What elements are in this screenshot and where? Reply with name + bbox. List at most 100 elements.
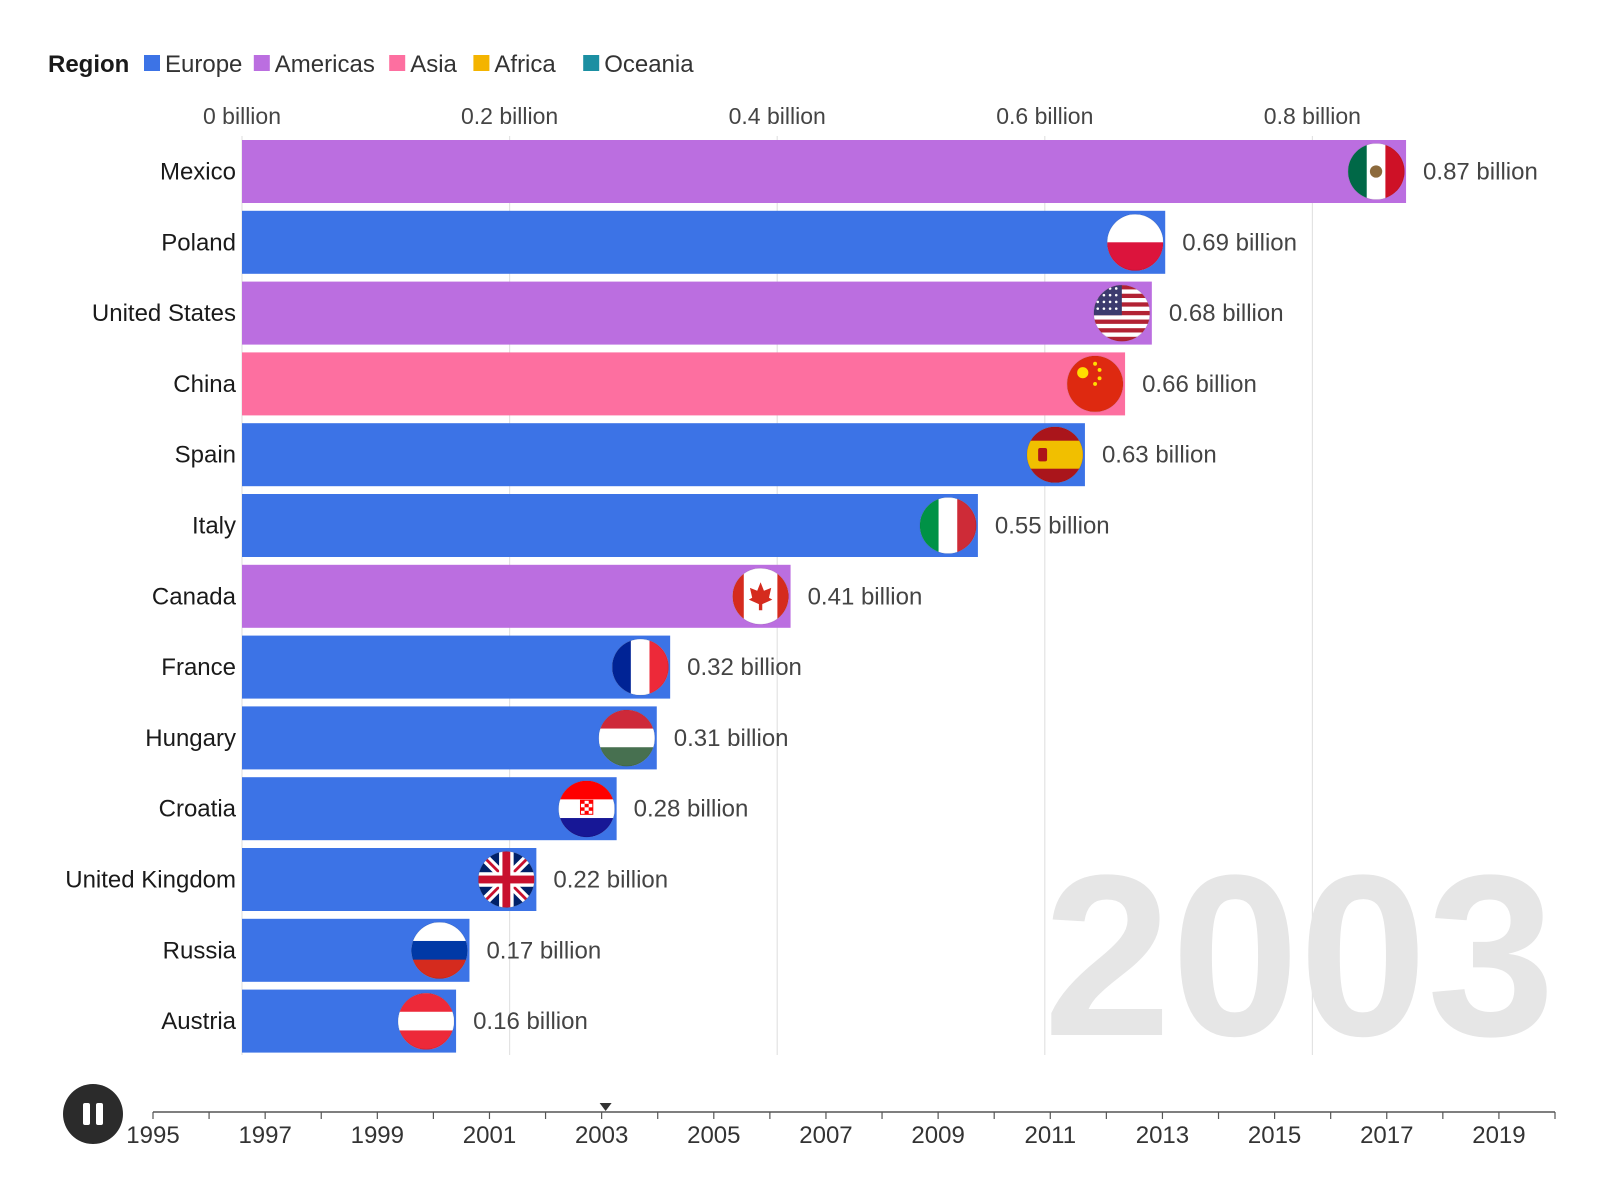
category-label: Spain bbox=[175, 442, 236, 469]
canada-flag-icon bbox=[732, 568, 789, 625]
timeline-year-label[interactable]: 2003 bbox=[575, 1122, 628, 1149]
legend-label-americas[interactable]: Americas bbox=[275, 51, 375, 78]
pause-button[interactable] bbox=[63, 1084, 123, 1144]
timeline-year-label[interactable]: 2013 bbox=[1136, 1122, 1189, 1149]
bar-row-mexico: Mexico 0.87 billion bbox=[160, 140, 1538, 203]
value-label: 0.16 billion bbox=[473, 1008, 588, 1035]
x-tick-label: 0.6 billion bbox=[996, 103, 1093, 129]
value-label: 0.69 billion bbox=[1182, 229, 1297, 256]
legend-label-africa[interactable]: Africa bbox=[494, 51, 556, 78]
bar-spain[interactable] bbox=[242, 423, 1085, 487]
croatia-flag-icon bbox=[558, 780, 615, 838]
timeline[interactable]: 1995 1997 1999 2001 2003 2005 2007 2009 2011 2013… bbox=[126, 1103, 1556, 1149]
timeline-year-label[interactable]: 1999 bbox=[351, 1122, 404, 1149]
austria-flag-icon bbox=[398, 993, 455, 1050]
bar-china[interactable] bbox=[242, 352, 1126, 416]
russia-flag-icon bbox=[411, 922, 468, 979]
category-label: Croatia bbox=[159, 796, 237, 823]
value-label: 0.28 billion bbox=[634, 796, 749, 823]
value-label: 0.17 billion bbox=[486, 937, 601, 964]
value-label: 0.22 billion bbox=[553, 867, 668, 894]
bar-row-austria: Austria 0.16 billion bbox=[161, 989, 588, 1053]
category-label: Poland bbox=[161, 229, 236, 256]
value-label: 0.66 billion bbox=[1142, 371, 1257, 398]
x-tick-label: 0 billion bbox=[203, 103, 281, 129]
bar-row-croatia: Croatia 0.28 billion bbox=[159, 777, 749, 841]
category-label: Russia bbox=[163, 937, 237, 964]
timeline-year-label[interactable]: 1997 bbox=[238, 1122, 291, 1149]
mexico-flag-icon bbox=[1348, 143, 1405, 200]
bar-row-china: China 0.66 billion bbox=[173, 352, 1257, 416]
timeline-year-label[interactable]: 2015 bbox=[1248, 1122, 1301, 1149]
timeline-year-label[interactable]: 1995 bbox=[126, 1122, 179, 1149]
timeline-year-label[interactable]: 2005 bbox=[687, 1122, 740, 1149]
legend-swatch-europe[interactable] bbox=[144, 55, 160, 71]
category-label: France bbox=[161, 654, 236, 681]
bar-hungary[interactable] bbox=[242, 706, 657, 770]
bar-row-russia: Russia 0.17 billion bbox=[163, 918, 601, 982]
legend-swatch-africa[interactable] bbox=[473, 55, 490, 71]
legend-title: Region bbox=[48, 51, 129, 78]
category-label: Italy bbox=[192, 513, 236, 540]
bar-row-italy: Italy 0.55 billion bbox=[192, 494, 1110, 557]
value-label: 0.55 billion bbox=[995, 513, 1110, 540]
china-flag-icon bbox=[1067, 355, 1124, 412]
category-label: Mexico bbox=[160, 159, 236, 186]
italy-flag-icon bbox=[919, 497, 977, 554]
timeline-year-label[interactable]: 2009 bbox=[911, 1122, 964, 1149]
x-tick-label: 0.2 billion bbox=[461, 103, 558, 129]
legend: Region Europe Americas Asia Africa Oceania bbox=[48, 51, 694, 78]
category-label: United States bbox=[92, 300, 236, 327]
spain-flag-icon bbox=[1026, 426, 1083, 483]
bar-row-spain: Spain 0.63 billion bbox=[175, 423, 1217, 487]
bar-row-poland: Poland 0.69 billion bbox=[161, 210, 1297, 274]
bar-row-united-states: United States 0.68 billion bbox=[92, 281, 1284, 345]
value-label: 0.41 billion bbox=[808, 583, 923, 610]
legend-swatch-americas[interactable] bbox=[253, 55, 270, 71]
france-flag-icon bbox=[612, 639, 669, 696]
timeline-current-marker[interactable] bbox=[599, 1103, 612, 1111]
bar-row-france: France 0.32 billion bbox=[161, 635, 802, 699]
bar-italy[interactable] bbox=[242, 494, 978, 557]
timeline-year-label[interactable]: 2019 bbox=[1472, 1122, 1525, 1149]
category-label: United Kingdom bbox=[65, 867, 236, 894]
bar-canada[interactable] bbox=[242, 564, 791, 628]
hungary-flag-icon bbox=[598, 709, 655, 767]
bar-row-canada: Canada 0.41 billion bbox=[152, 564, 923, 628]
x-tick-label: 0.8 billion bbox=[1264, 103, 1361, 129]
timeline-year-label[interactable]: 2007 bbox=[799, 1122, 852, 1149]
bar-united-states[interactable] bbox=[242, 281, 1152, 345]
bar-poland[interactable] bbox=[242, 210, 1166, 274]
bar-france[interactable] bbox=[242, 635, 671, 699]
category-label: China bbox=[173, 371, 236, 398]
bar-mexico[interactable] bbox=[242, 140, 1407, 203]
value-label: 0.68 billion bbox=[1169, 300, 1284, 327]
category-label: Hungary bbox=[145, 725, 236, 752]
value-label: 0.31 billion bbox=[674, 725, 789, 752]
value-label: 0.32 billion bbox=[687, 654, 802, 681]
united-kingdom-flag-icon bbox=[478, 851, 535, 908]
value-label: 0.87 billion bbox=[1423, 159, 1538, 186]
timeline-year-label[interactable]: 2011 bbox=[1024, 1122, 1076, 1149]
current-year-watermark: 2003 bbox=[1043, 827, 1555, 1084]
x-tick-label: 0.4 billion bbox=[729, 103, 826, 129]
category-label: Austria bbox=[161, 1008, 236, 1035]
bars: Mexico 0.87 billion Poland 0.69 billion Unit… bbox=[65, 140, 1538, 1053]
pause-button-circle[interactable] bbox=[63, 1084, 123, 1144]
legend-swatch-asia[interactable] bbox=[389, 55, 406, 71]
legend-label-asia[interactable]: Asia bbox=[410, 51, 457, 78]
value-label: 0.63 billion bbox=[1102, 442, 1217, 469]
timeline-year-label[interactable]: 2001 bbox=[463, 1122, 516, 1149]
legend-label-europe[interactable]: Europe bbox=[165, 51, 242, 78]
legend-label-oceania[interactable]: Oceania bbox=[604, 51, 694, 78]
legend-swatch-oceania[interactable] bbox=[583, 55, 600, 71]
x-axis: 0 billion 0.2 billion 0.4 billion 0.6 billi… bbox=[203, 103, 1361, 129]
category-label: Canada bbox=[152, 583, 237, 610]
timeline-year-label[interactable]: 2017 bbox=[1360, 1122, 1413, 1149]
bar-croatia[interactable] bbox=[242, 777, 617, 841]
bar-row-hungary: Hungary 0.31 billion bbox=[145, 706, 789, 770]
pause-icon bbox=[83, 1103, 103, 1125]
bar-row-united-kingdom: United Kingdom 0.22 billion bbox=[65, 848, 668, 911]
united-states-flag-icon bbox=[1093, 285, 1150, 342]
